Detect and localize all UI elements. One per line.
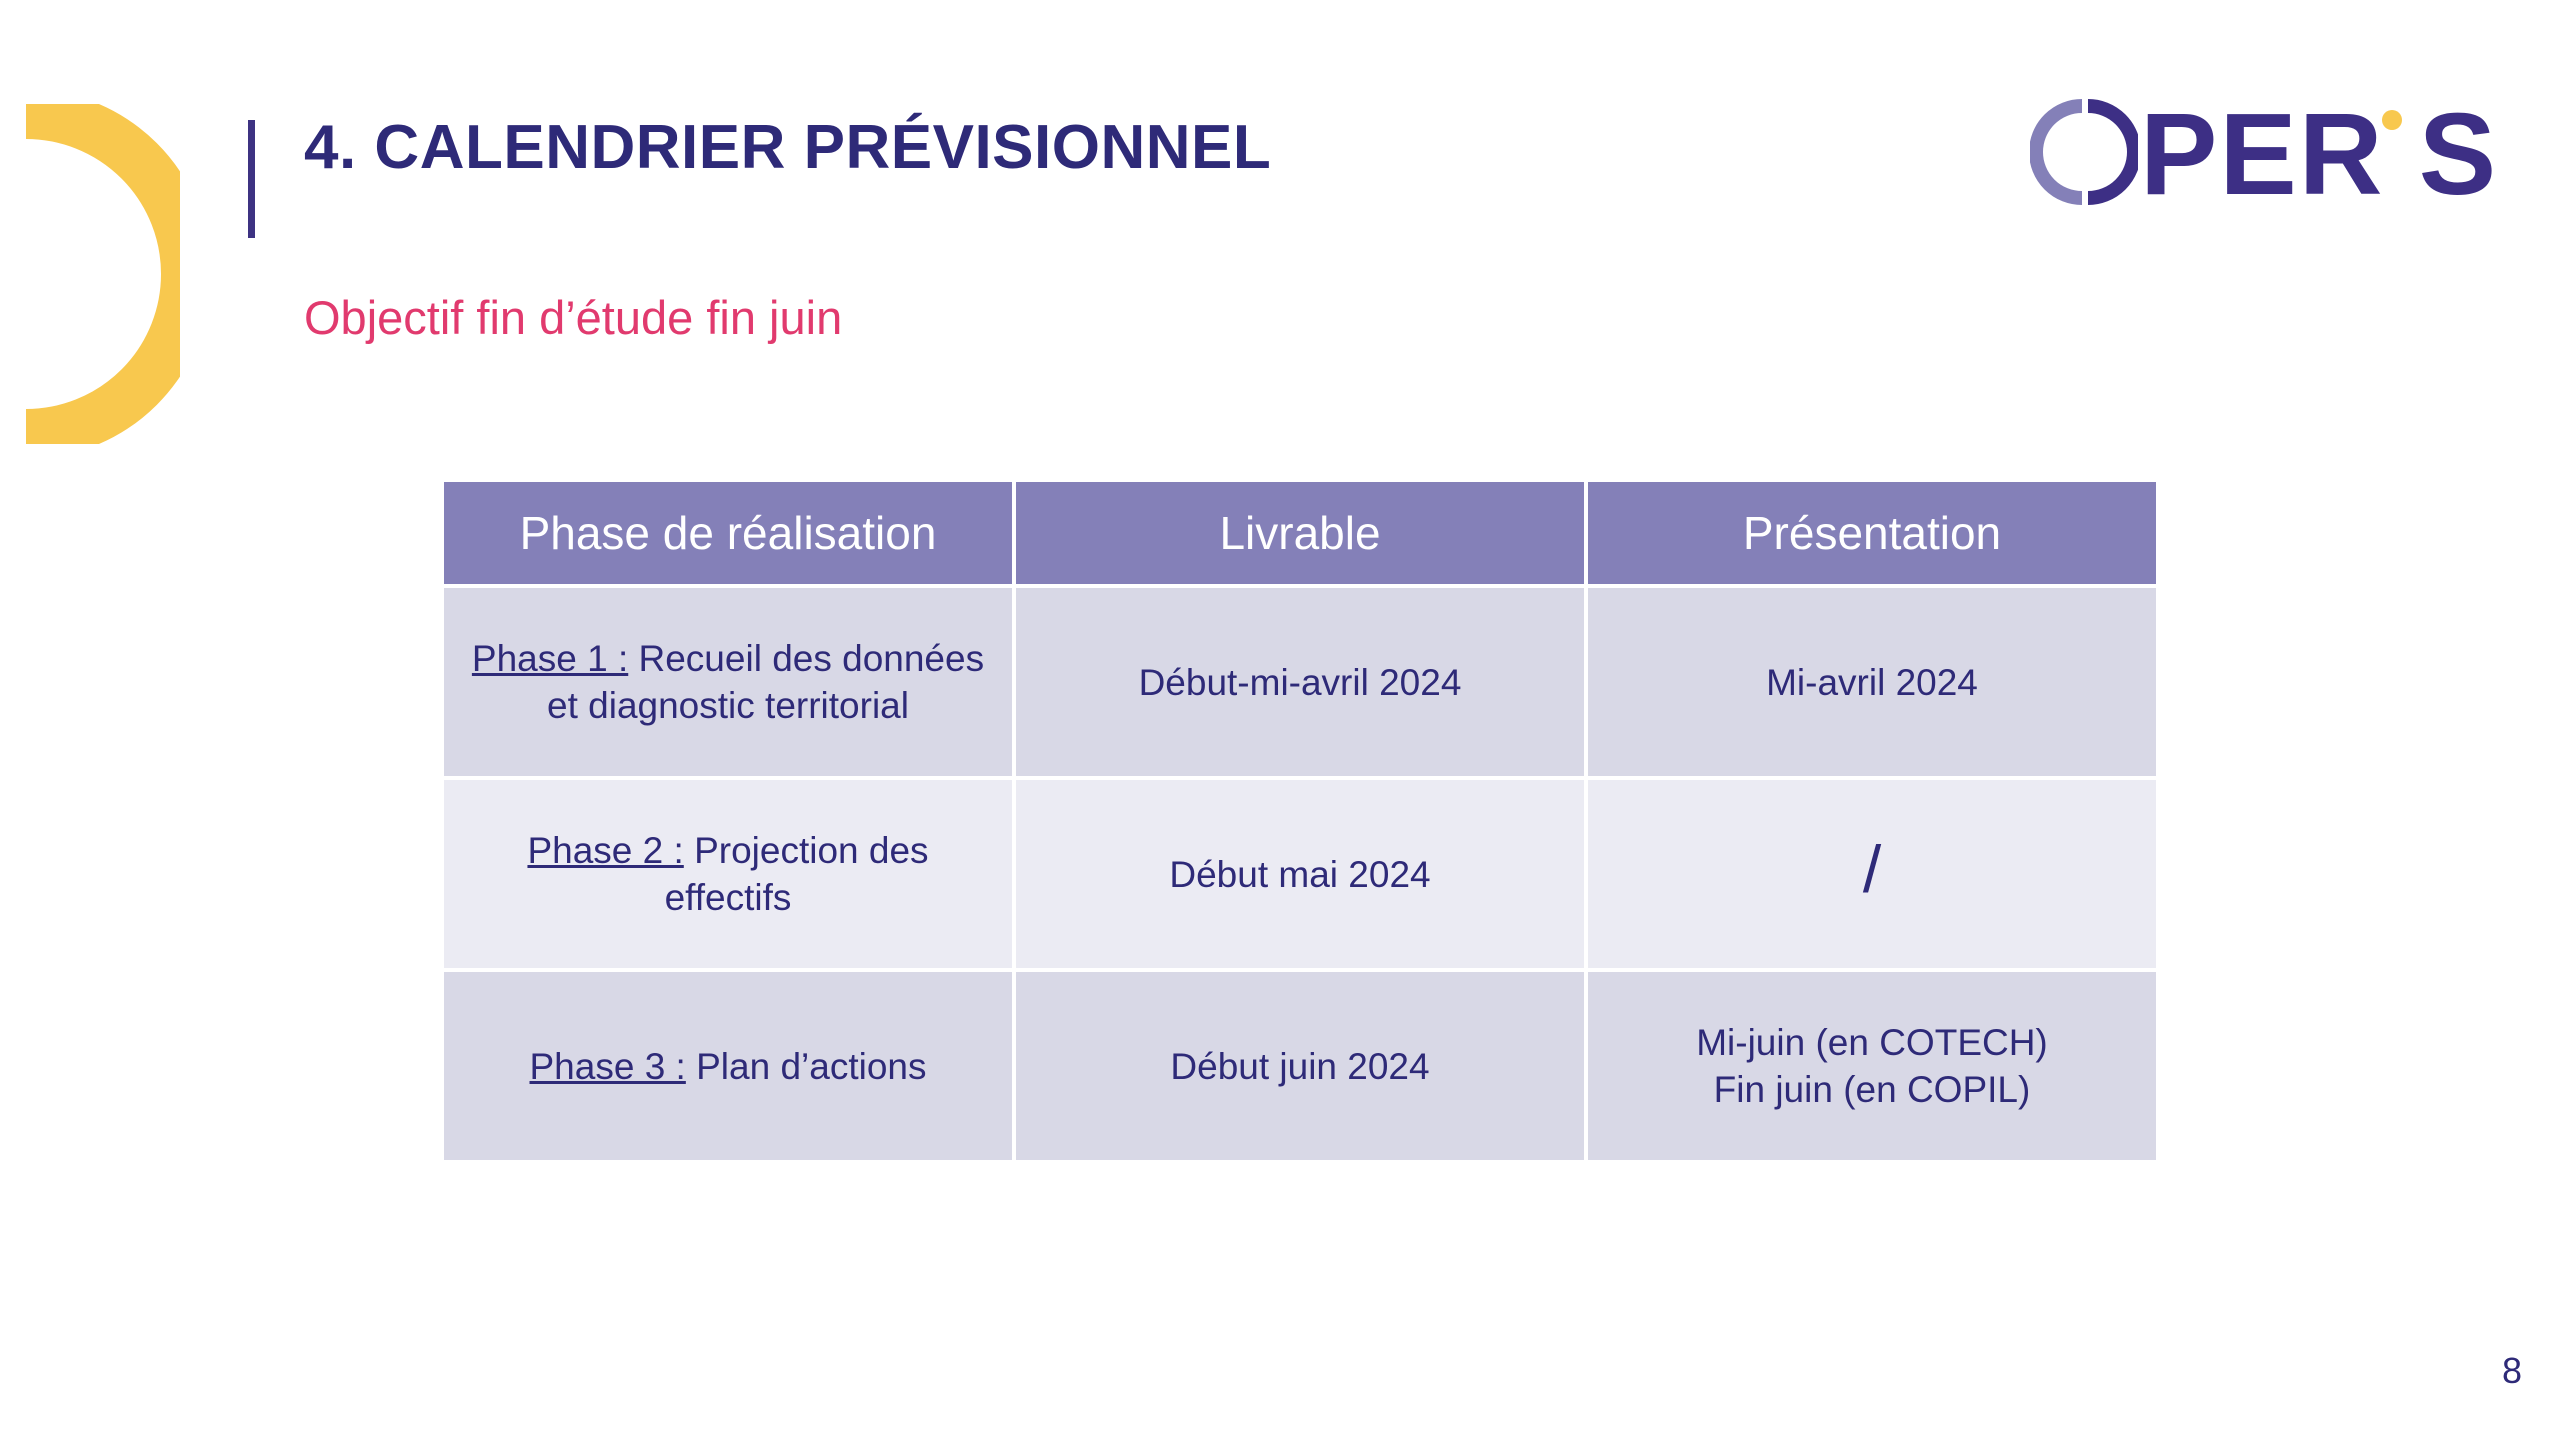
phase-cell: Phase 3 : Plan d’actions xyxy=(444,972,1012,1160)
page-subtitle: Objectif fin d’étude fin juin xyxy=(304,291,843,344)
presentation-line: Mi-avril 2024 xyxy=(1766,661,1978,703)
schedule-table: Phase de réalisation Livrable Présentati… xyxy=(440,478,2160,1164)
phase-cell: Phase 2 : Projection des effectifs xyxy=(444,780,1012,968)
presentation-cell: Mi-juin (en COTECH) Fin juin (en COPIL) xyxy=(1588,972,2156,1160)
phase-label: Phase 2 : xyxy=(527,830,684,871)
phase-label: Phase 1 : xyxy=(471,638,629,679)
phase-text: Projection des effectifs xyxy=(664,830,929,918)
decorative-arc-icon xyxy=(26,104,180,444)
title-accent-bar xyxy=(248,120,255,238)
header-phase: Phase de réalisation xyxy=(444,482,1012,584)
page-title: 4. CALENDRIER PRÉVISIONNEL xyxy=(304,113,1272,182)
logo-dot-icon xyxy=(2382,110,2402,130)
presentation-line: / xyxy=(1862,831,1882,906)
table-row: Phase 2 : Projection des effectifs Début… xyxy=(444,780,2156,968)
presentation-cell: / xyxy=(1588,780,2156,968)
livrable-cell: Début mai 2024 xyxy=(1016,780,1584,968)
page-number: 8 xyxy=(2501,1350,2522,1391)
operis-logo: PER S xyxy=(2030,94,2500,214)
logo-ring-icon xyxy=(2030,99,2138,205)
presentation-line: Mi-juin (en COTECH) xyxy=(1696,1022,2048,1063)
table-row: Phase 3 : Plan d’actions Début juin 2024… xyxy=(444,972,2156,1160)
header-livrable: Livrable xyxy=(1016,482,1584,584)
livrable-cell: Début-mi-avril 2024 xyxy=(1016,588,1584,776)
header-presentation: Présentation xyxy=(1588,482,2156,584)
table-header-row: Phase de réalisation Livrable Présentati… xyxy=(444,482,2156,584)
phase-cell: Phase 1 : Recueil des données et diagnos… xyxy=(444,588,1012,776)
phase-text: Plan d’actions xyxy=(685,1045,927,1087)
logo-letters: PER S xyxy=(2140,89,2499,219)
phase-text: Recueil des données et diagnostic territ… xyxy=(547,638,985,726)
presentation-line: Fin juin (en COPIL) xyxy=(1713,1069,2031,1110)
livrable-cell: Début juin 2024 xyxy=(1016,972,1584,1160)
phase-label: Phase 3 : xyxy=(529,1045,686,1087)
table-row: Phase 1 : Recueil des données et diagnos… xyxy=(444,588,2156,776)
presentation-cell: Mi-avril 2024 xyxy=(1588,588,2156,776)
